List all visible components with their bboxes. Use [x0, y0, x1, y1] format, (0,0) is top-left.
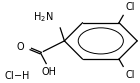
Text: Cl: Cl [126, 2, 136, 12]
Text: O: O [16, 42, 24, 52]
Text: Cl: Cl [126, 70, 136, 80]
Text: OH: OH [41, 67, 57, 77]
Text: Cl$-$H: Cl$-$H [4, 69, 30, 81]
Text: H$_2$N: H$_2$N [33, 10, 53, 24]
